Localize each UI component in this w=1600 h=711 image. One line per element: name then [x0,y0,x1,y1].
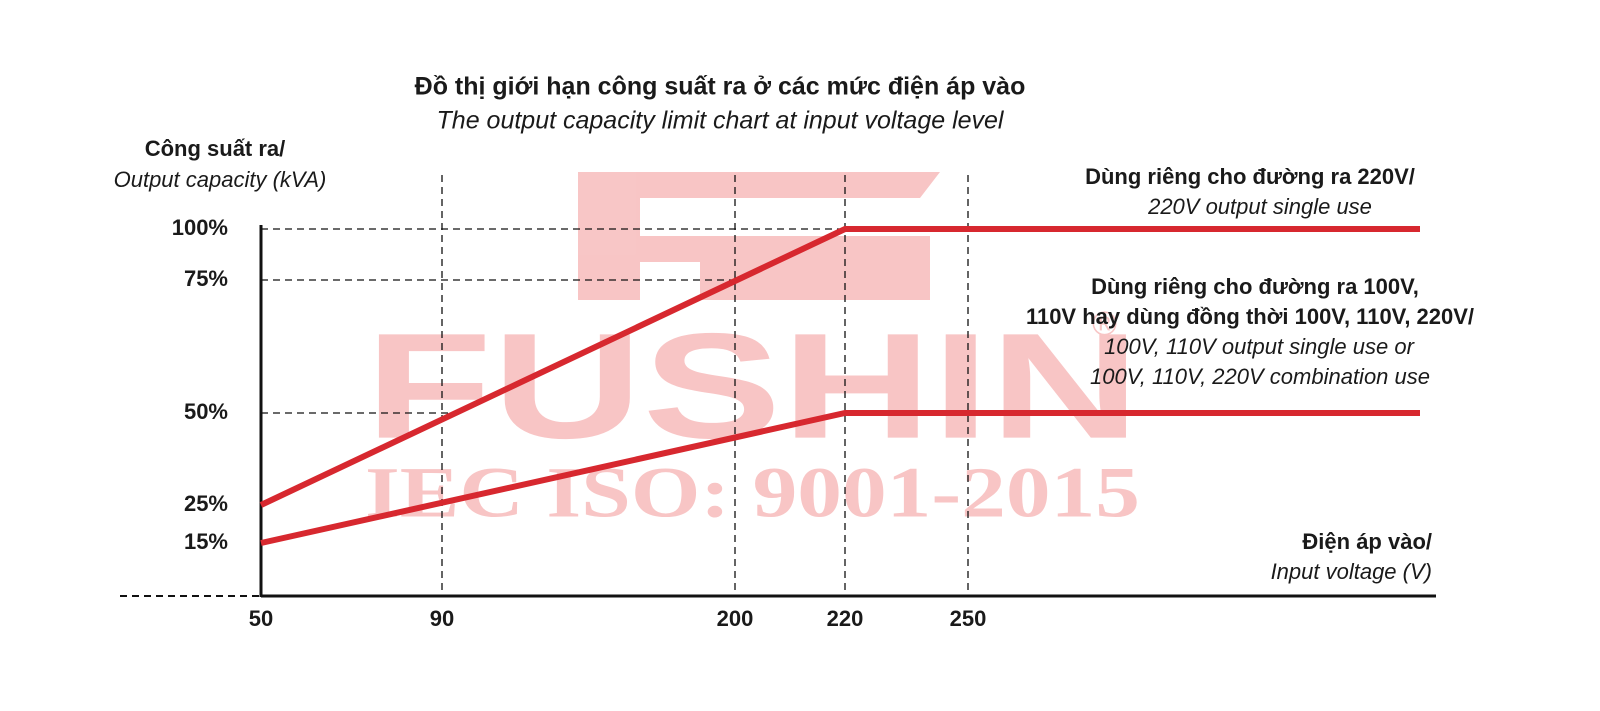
annotation: 100V, 110V output single use or [1104,334,1416,359]
y-tick-label: 75% [184,266,228,291]
annotation: 100V, 110V, 220V combination use [1090,364,1430,389]
watermark-mark: ® [1092,305,1117,343]
line [260,410,1420,546]
annotation: Dùng riêng cho đường ra 220V/ [1085,164,1415,189]
logo-shape [700,236,930,300]
chart-subtitle: The output capacity limit chart at input… [437,107,1005,135]
watermark-brand: FUSHIN [365,302,1140,470]
annotation: 110V hay dùng đồng thời 100V, 110V, 220V… [1026,304,1474,329]
x-tick-label: 250 [950,606,987,631]
y-axis-label: Công suất ra/ [145,136,286,161]
y-axis-label: Output capacity (kVA) [114,167,327,192]
x-tick-label: 200 [717,606,754,631]
x-tick-label: 50 [249,606,273,631]
chart-title: Đồ thị giới hạn công suất ra ở các mức đ… [415,73,1026,101]
x-tick-label: 220 [827,606,864,631]
annotation: 220V output single use [1147,194,1372,219]
y-tick-label: 50% [184,399,228,424]
grid [261,175,969,596]
x-axis-label: Input voltage (V) [1271,559,1432,584]
annotation: Dùng riêng cho đường ra 100V, [1091,274,1419,299]
y-tick-label: 25% [184,491,228,516]
x-tick-label: 90 [430,606,454,631]
y-tick-label: 15% [184,529,228,554]
line [259,226,1420,508]
logo-shape [578,172,940,300]
y-tick-label: 100% [172,215,228,240]
x-axis-label: Điện áp vào/ [1302,529,1432,554]
